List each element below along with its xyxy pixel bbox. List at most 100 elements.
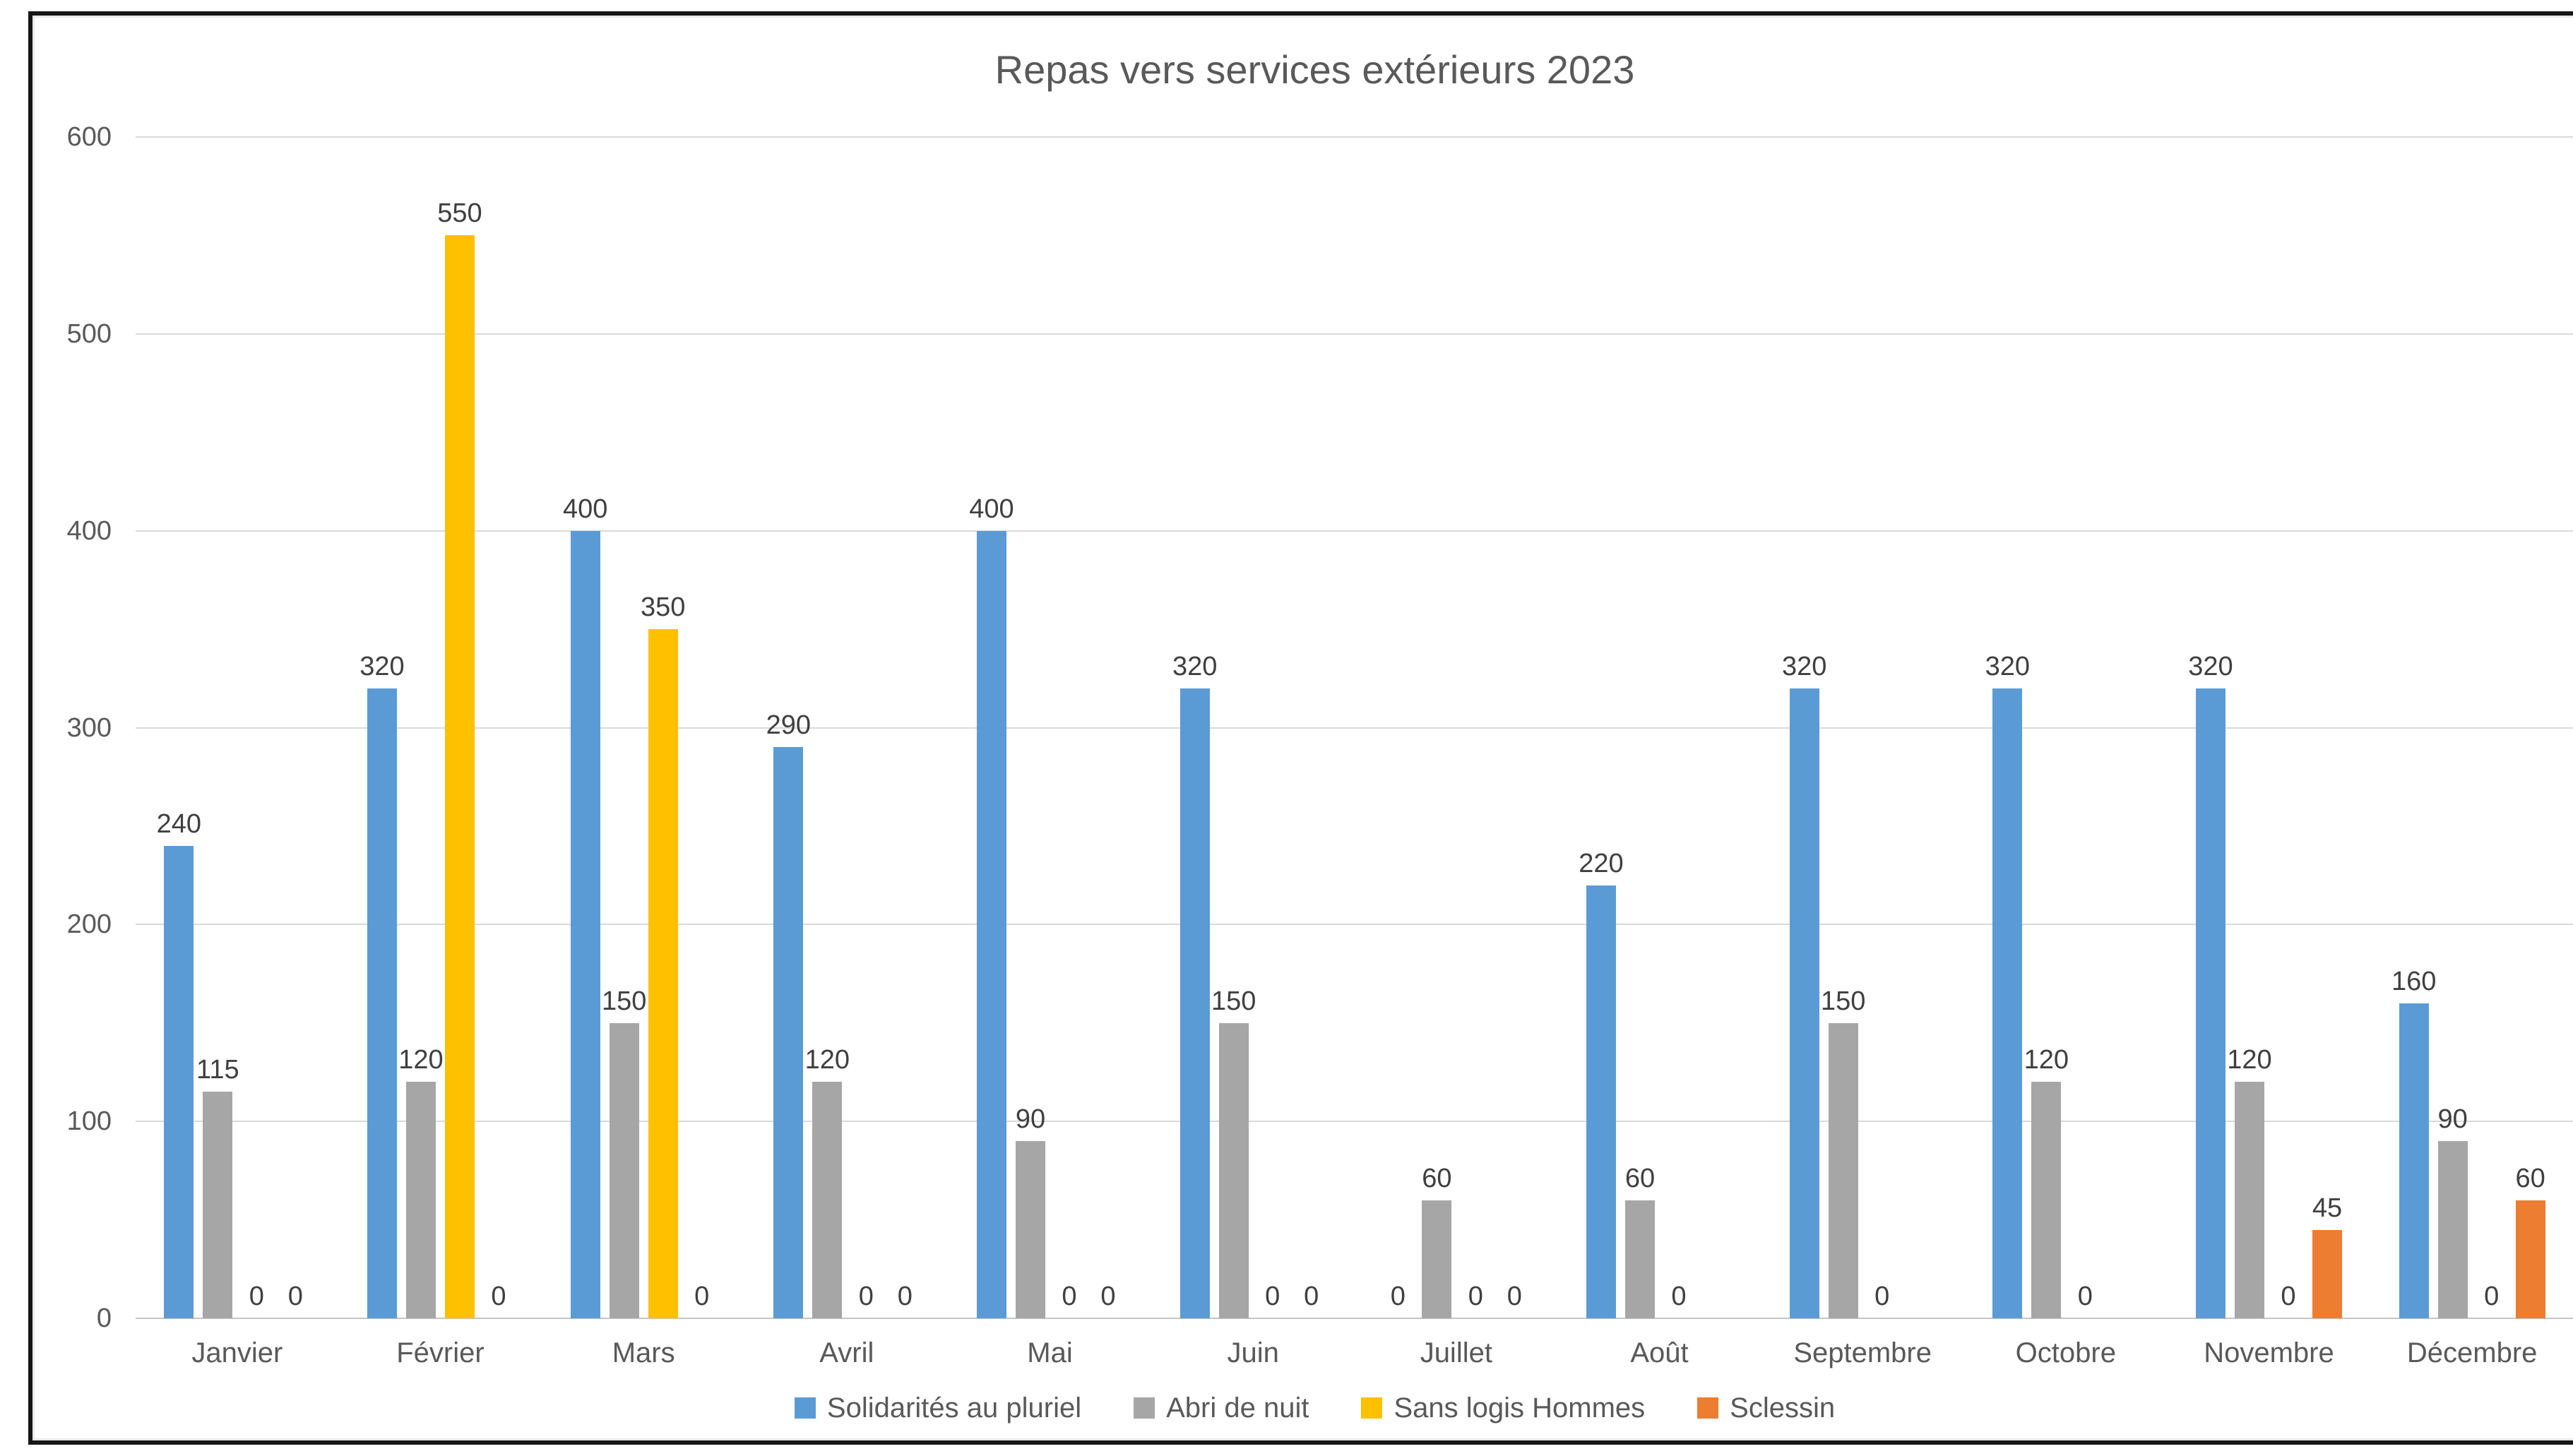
legend-swatch-icon: [794, 1397, 816, 1419]
data-label: 0: [491, 1282, 506, 1311]
data-label: 0: [1468, 1282, 1483, 1311]
gridline-y-300: [136, 727, 2573, 729]
y-axis-tick-label: 200: [66, 909, 112, 940]
data-label: 0: [1390, 1282, 1406, 1311]
bar-novembre: 320: [2188, 653, 2233, 1318]
data-label: 350: [640, 592, 686, 623]
data-label: 0: [287, 1282, 303, 1311]
gridline-y-0: [136, 1318, 2573, 1319]
data-label: 150: [1211, 986, 1256, 1016]
x-axis-label-juin: Juin: [1227, 1337, 1279, 1368]
x-axis-label-décembre: Décembre: [2406, 1337, 2538, 1368]
bar-août: 220: [1579, 850, 1624, 1318]
y-axis-tick-label: 500: [66, 318, 112, 349]
data-label: 0: [1304, 1282, 1319, 1311]
bar-avril: 290: [766, 712, 811, 1318]
bar-octobre: 120: [2024, 1046, 2069, 1318]
data-label: 60: [1422, 1163, 1452, 1193]
bar-octobre: 320: [1985, 653, 2030, 1318]
data-label: 0: [694, 1282, 710, 1311]
gridline-y-200: [136, 924, 2573, 926]
bar-group-août: 220 60 0: [1558, 137, 1761, 1318]
bar-février: 550: [437, 200, 482, 1318]
y-axis-tick-label: 300: [66, 712, 112, 743]
data-label: 120: [2227, 1045, 2272, 1075]
bar-group-septembre: 320 150 0: [1761, 137, 1964, 1318]
bar-septembre: 320: [1782, 653, 1826, 1318]
x-axis-label-février: Février: [396, 1337, 485, 1368]
legend-label: Sans logis Hommes: [1394, 1392, 1646, 1424]
chart-title: Repas vers services extérieurs 2023: [994, 47, 1635, 92]
data-label: 90: [2437, 1104, 2468, 1135]
bar-janvier: 115: [196, 1056, 239, 1318]
x-axis-label-janvier: Janvier: [191, 1337, 283, 1368]
bar-group-juin: 320 150 0 0: [1151, 137, 1355, 1318]
bar-août: 60: [1625, 1165, 1655, 1318]
y-axis-tick-label: 0: [96, 1303, 112, 1333]
data-label: 320: [1985, 651, 2031, 681]
y-axis-tick-label: 600: [66, 122, 112, 152]
bar-février: 120: [398, 1046, 444, 1318]
legend-swatch-icon: [1361, 1397, 1383, 1419]
legend-item: Solidarités au pluriel: [794, 1392, 1082, 1424]
plot-area: 0 100 200 300 400 500 600 240 115 0 0 320 120 550 0 400…: [67, 124, 2573, 1332]
legend: Solidarités au pluriel Abri de nuit Sans l…: [32, 1394, 2573, 1422]
bar-juillet: 60: [1422, 1165, 1451, 1318]
data-label: 0: [1265, 1282, 1280, 1311]
data-label: 115: [196, 1055, 239, 1085]
x-axis-label-mars: Mars: [612, 1337, 675, 1368]
bar-group-novembre: 320 120 0 45: [2168, 137, 2371, 1318]
gridline-y-500: [136, 333, 2573, 335]
data-label: 0: [2077, 1282, 2093, 1311]
data-label: 0: [1100, 1282, 1116, 1311]
bar-mai: 400: [969, 496, 1014, 1318]
data-label: 550: [437, 198, 482, 229]
data-label: 0: [1874, 1282, 1890, 1311]
bar-mars: 400: [563, 496, 607, 1318]
chart-figure: Repas vers services extérieurs 2023 0 100…: [28, 11, 2573, 1445]
data-label: 150: [601, 986, 647, 1016]
data-label: 0: [897, 1282, 913, 1311]
legend-swatch-icon: [1134, 1397, 1155, 1419]
bar-janvier: 240: [157, 811, 201, 1318]
bar-group-mai: 400 90 0 0: [949, 137, 1152, 1318]
data-label: 0: [1507, 1282, 1522, 1311]
data-label: 400: [969, 494, 1014, 524]
y-axis-tick-label: 400: [66, 515, 112, 546]
data-label: 160: [2391, 966, 2437, 996]
data-label: 90: [1015, 1104, 1046, 1135]
data-label: 400: [562, 494, 608, 524]
x-axis-label-avril: Avril: [819, 1337, 874, 1368]
x-axis-label-octobre: Octobre: [2015, 1337, 2116, 1368]
data-label: 60: [1624, 1163, 1656, 1193]
bar-mars: 150: [602, 988, 646, 1318]
gridline-y-100: [136, 1121, 2573, 1123]
data-label: 290: [766, 710, 812, 741]
data-label: 0: [1671, 1282, 1687, 1311]
y-axis-tick-label: 100: [66, 1106, 112, 1137]
bar-novembre: 120: [2227, 1046, 2272, 1318]
bar-décembre: 160: [2391, 968, 2436, 1318]
data-label: 150: [1820, 986, 1866, 1016]
bar-group-juillet: 0 60 0 0: [1355, 137, 1558, 1318]
gridline-y-400: [136, 530, 2573, 532]
bar-avril: 120: [805, 1046, 850, 1318]
legend-item: Sans logis Hommes: [1361, 1394, 1645, 1422]
data-label: 240: [156, 808, 202, 839]
data-label: 320: [359, 651, 405, 681]
x-axis-labels: Janvier Février Mars Avril Mai Juin Juillet Aoû…: [136, 1339, 2573, 1374]
bar-février: 320: [359, 653, 405, 1318]
bar-group-octobre: 320 120 0: [1964, 137, 2168, 1318]
bar-mars: 350: [641, 594, 685, 1318]
x-axis-label-mai: Mai: [1027, 1337, 1073, 1368]
x-axis-label-août: Août: [1630, 1337, 1689, 1368]
legend-item: Abri de nuit: [1134, 1394, 1309, 1422]
data-label: 120: [804, 1045, 850, 1075]
data-label: 320: [2188, 651, 2233, 681]
data-label: 0: [249, 1282, 264, 1311]
legend-label: Sclessin: [1730, 1392, 1836, 1424]
legend-label: Solidarités au pluriel: [826, 1392, 1082, 1424]
legend-label: Abri de nuit: [1166, 1392, 1309, 1424]
data-label: 0: [2484, 1282, 2500, 1311]
bar-group-avril: 290 120 0 0: [745, 137, 949, 1318]
